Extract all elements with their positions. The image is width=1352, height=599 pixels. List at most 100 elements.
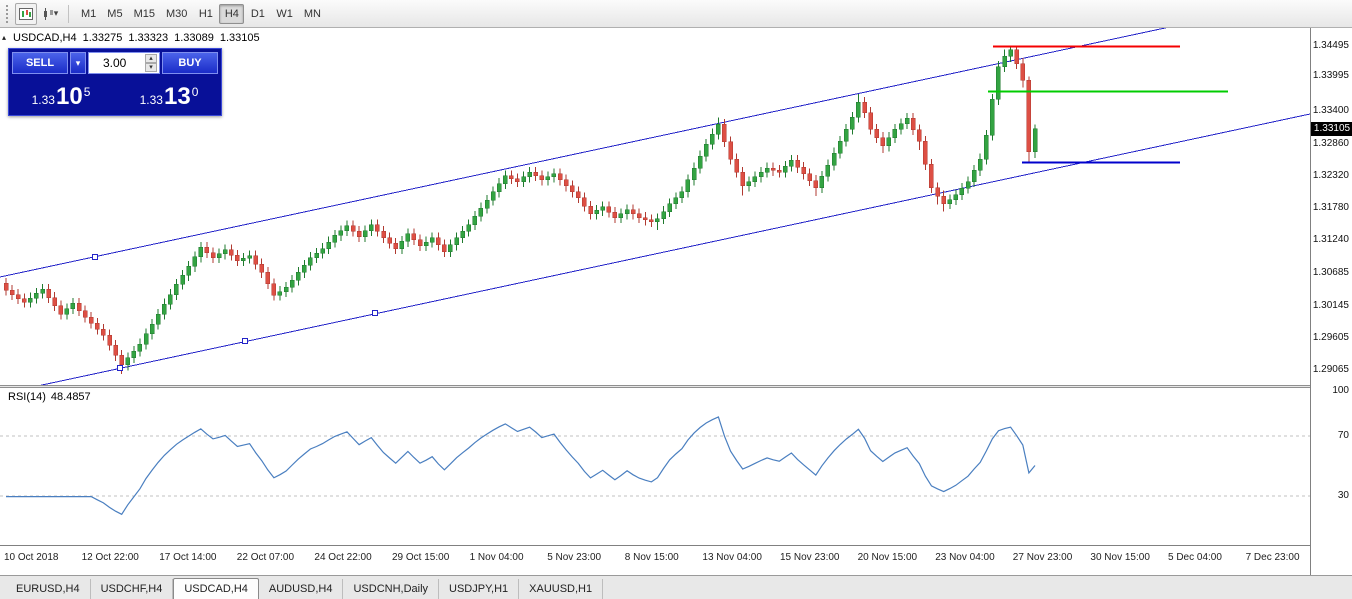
- trendline-handle[interactable]: [372, 310, 378, 316]
- candle-body: [947, 199, 953, 205]
- candle-body: [801, 167, 806, 175]
- lot-dropdown-button[interactable]: ▾: [70, 52, 86, 74]
- timeframe-button-m5[interactable]: M5: [107, 7, 123, 20]
- candle-body: [612, 211, 618, 218]
- chart-type-dropdown[interactable]: ▾: [39, 3, 61, 25]
- candle-body: [667, 203, 672, 212]
- candle-body: [46, 288, 51, 298]
- time-axis-label: 30 Nov 15:00: [1090, 552, 1150, 563]
- candle-body: [82, 310, 88, 318]
- chart-tab-eurusd[interactable]: EURUSD,H4: [6, 579, 91, 599]
- candle-body: [405, 233, 411, 242]
- price-axis-label: 1.29605: [1312, 331, 1349, 343]
- timeframe-button-m15[interactable]: M15: [133, 7, 155, 20]
- time-axis[interactable]: 10 Oct 2018 12 Oct 22:00 17 Oct 14:00 22 Oc…: [0, 545, 1310, 575]
- candle-body: [210, 252, 216, 258]
- candle-body: [265, 272, 271, 285]
- timeframe-button-h4[interactable]: H4: [219, 3, 245, 24]
- chart-tab-xauusd[interactable]: XAUUSD,H1: [519, 579, 604, 599]
- timeframe-button-d1[interactable]: D1: [250, 7, 265, 20]
- buy-button[interactable]: BUY: [162, 52, 218, 74]
- candle-body: [710, 133, 715, 145]
- rsi-indicator-label: RSI(14) 48.4857: [8, 391, 96, 403]
- candle-body: [259, 263, 264, 273]
- trendline-handle[interactable]: [117, 365, 123, 371]
- spinner-down-icon[interactable]: ▾: [145, 63, 157, 72]
- channel-upper-line[interactable]: [0, 28, 1310, 278]
- candle-body: [953, 194, 959, 200]
- candle-body: [770, 167, 776, 171]
- chart-tab-usdcad[interactable]: USDCAD,H4: [173, 578, 259, 599]
- candle-body: [862, 102, 867, 113]
- price-axis[interactable]: 1.33105 1.34495 1.33995 1.33400 1.32860 1.32…: [1310, 28, 1352, 575]
- price-axis-label: 1.32860: [1312, 137, 1349, 149]
- time-axis-label: 12 Oct 22:00: [81, 552, 139, 563]
- chart-window-button[interactable]: [15, 2, 37, 25]
- main-chart: ▴ USDCAD,H4 1.33275 1.33323 1.33089 1.33105 …: [0, 28, 1310, 385]
- price-axis-label: 1.33995: [1312, 69, 1349, 81]
- one-click-trading-panel: SELL ▾ 3.00 ▴ ▾ BUY 1.33 10 5 1.33 13: [8, 48, 222, 116]
- trendline-handle[interactable]: [242, 338, 248, 344]
- price-axis-label: 1.30145: [1312, 299, 1349, 311]
- candle-body: [533, 171, 538, 177]
- candle-body: [381, 231, 386, 239]
- timeframe-button-w1[interactable]: W1: [276, 7, 293, 20]
- price-axis-label: 1.30685: [1312, 267, 1349, 279]
- candle-body: [369, 224, 374, 231]
- candle-body: [192, 256, 198, 267]
- buy-price-display[interactable]: 1.33 13 0: [120, 76, 218, 112]
- candle-body: [460, 231, 465, 239]
- chart-tab-usdcnh[interactable]: USDCNH,Daily: [343, 579, 440, 599]
- price-axis-label: 1.32320: [1312, 169, 1349, 181]
- candle-body: [448, 244, 453, 252]
- toolbar-separator: [68, 4, 69, 23]
- one-click-trading-toggle-icon[interactable]: ▴: [2, 33, 7, 42]
- lot-size-value: 3.00: [103, 56, 127, 70]
- main-chart-canvas[interactable]: [0, 28, 1310, 385]
- toolbar-grip[interactable]: [6, 4, 10, 23]
- lot-size-input[interactable]: 3.00 ▴ ▾: [88, 52, 160, 74]
- rsi-canvas[interactable]: [0, 388, 1310, 545]
- chart-tab-audusd[interactable]: AUDUSD,H4: [259, 579, 344, 599]
- candle-body: [198, 247, 204, 258]
- candle-body: [984, 134, 989, 160]
- candle-body: [302, 265, 307, 273]
- candle-body: [527, 171, 532, 178]
- candle-body: [850, 117, 855, 130]
- panel-splitter[interactable]: [0, 385, 1310, 388]
- timeframe-button-mn[interactable]: MN: [303, 7, 321, 20]
- spinner-up-icon[interactable]: ▴: [145, 54, 157, 63]
- sell-button[interactable]: SELL: [12, 52, 68, 74]
- rsi-panel: RSI(14) 48.4857: [0, 388, 1310, 545]
- candle-body: [64, 308, 70, 315]
- chart-tab-usdjpy[interactable]: USDJPY,H1: [439, 579, 520, 599]
- timeframe-button-m1[interactable]: M1: [81, 7, 97, 20]
- candle-body: [143, 333, 149, 345]
- time-axis-label: 8 Nov 15:00: [624, 552, 679, 563]
- candle-body: [691, 167, 697, 181]
- timeframe-button-h1[interactable]: H1: [198, 7, 213, 20]
- candle-body: [892, 128, 898, 138]
- candle-body: [868, 112, 873, 130]
- candle-body: [971, 170, 977, 182]
- candle-body: [886, 137, 892, 147]
- candle-body: [3, 282, 9, 291]
- candle-body: [1014, 49, 1019, 64]
- candle-body: [618, 213, 624, 218]
- chart-tab-usdchf[interactable]: USDCHF,H4: [91, 579, 174, 599]
- candle-body: [326, 241, 331, 249]
- timeframe-button-m30[interactable]: M30: [165, 7, 188, 20]
- trendline-handle[interactable]: [92, 254, 98, 260]
- channel-lower-line[interactable]: [0, 113, 1310, 385]
- candle-body: [204, 247, 210, 254]
- candle-body: [649, 219, 654, 222]
- candle-body: [697, 155, 703, 169]
- candle-body: [289, 279, 295, 288]
- ohlc-low: 1.33089: [174, 32, 214, 44]
- sell-price-sup: 5: [83, 85, 91, 99]
- buy-price-small: 1.33: [139, 93, 163, 107]
- candle-body: [222, 249, 228, 255]
- candle-body: [362, 230, 368, 237]
- sell-price-display[interactable]: 1.33 10 5: [12, 76, 110, 112]
